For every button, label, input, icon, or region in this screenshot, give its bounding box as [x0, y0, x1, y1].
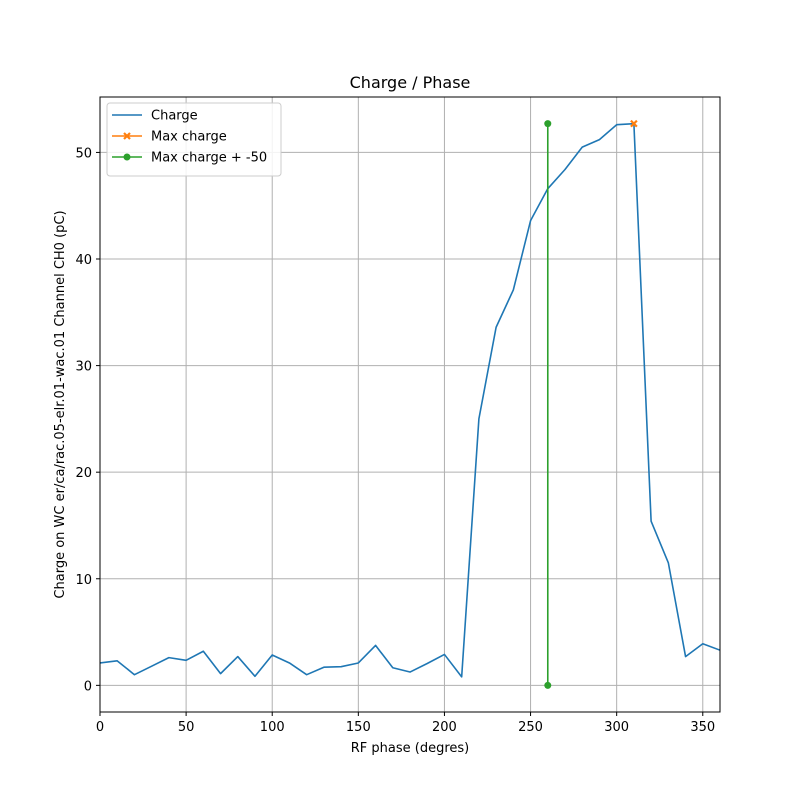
data-point-max-charge-50 — [544, 681, 552, 689]
x-tick-label: 250 — [518, 720, 543, 735]
y-tick-label: 40 — [75, 253, 92, 268]
y-tick-label: 0 — [84, 679, 92, 694]
data-point-max-charge — [630, 119, 638, 128]
series-max-charge-50 — [544, 120, 552, 689]
legend-label-charge: Charge — [151, 109, 198, 124]
legend-label-max-charge-50: Max charge + -50 — [151, 151, 267, 166]
plot-frame — [99, 96, 721, 713]
x-tick-label: 150 — [346, 720, 371, 735]
legend-box — [106, 102, 282, 177]
legend-label-max-charge: Max charge — [151, 130, 227, 145]
y-tick-label: 50 — [75, 146, 92, 161]
y-tick-label: 30 — [75, 360, 92, 375]
axis-ticks: 0 50 100 150 200 250 300 350 0 10 20 30 40 50 — [75, 146, 715, 735]
y-tick-label: 10 — [75, 573, 92, 588]
x-axis-label: RF phase (degres) — [351, 741, 469, 756]
series-max-charge — [630, 119, 638, 128]
y-tick-label: 20 — [75, 466, 92, 481]
legend-marker-max-charge-50 — [123, 153, 131, 161]
plot-series — [100, 119, 720, 689]
chart-title: Charge / Phase — [350, 73, 471, 92]
data-point-max-charge-50 — [544, 120, 552, 128]
x-tick-label: 0 — [96, 720, 104, 735]
x-tick-label: 300 — [604, 720, 629, 735]
x-tick-label: 350 — [690, 720, 715, 735]
x-tick-label: 50 — [178, 720, 195, 735]
y-axis-label: Charge on WC er/ca/rac.05-elr.01-wac.01 … — [53, 210, 68, 598]
x-tick-label: 200 — [432, 720, 457, 735]
series-line-charge — [100, 122, 720, 678]
x-tick-label: 100 — [260, 720, 285, 735]
legend-marker-max-charge — [123, 132, 131, 140]
series-charge — [100, 122, 720, 678]
grid — [99, 97, 720, 712]
legend: Charge Max charge Max charge + -50 — [106, 102, 282, 177]
